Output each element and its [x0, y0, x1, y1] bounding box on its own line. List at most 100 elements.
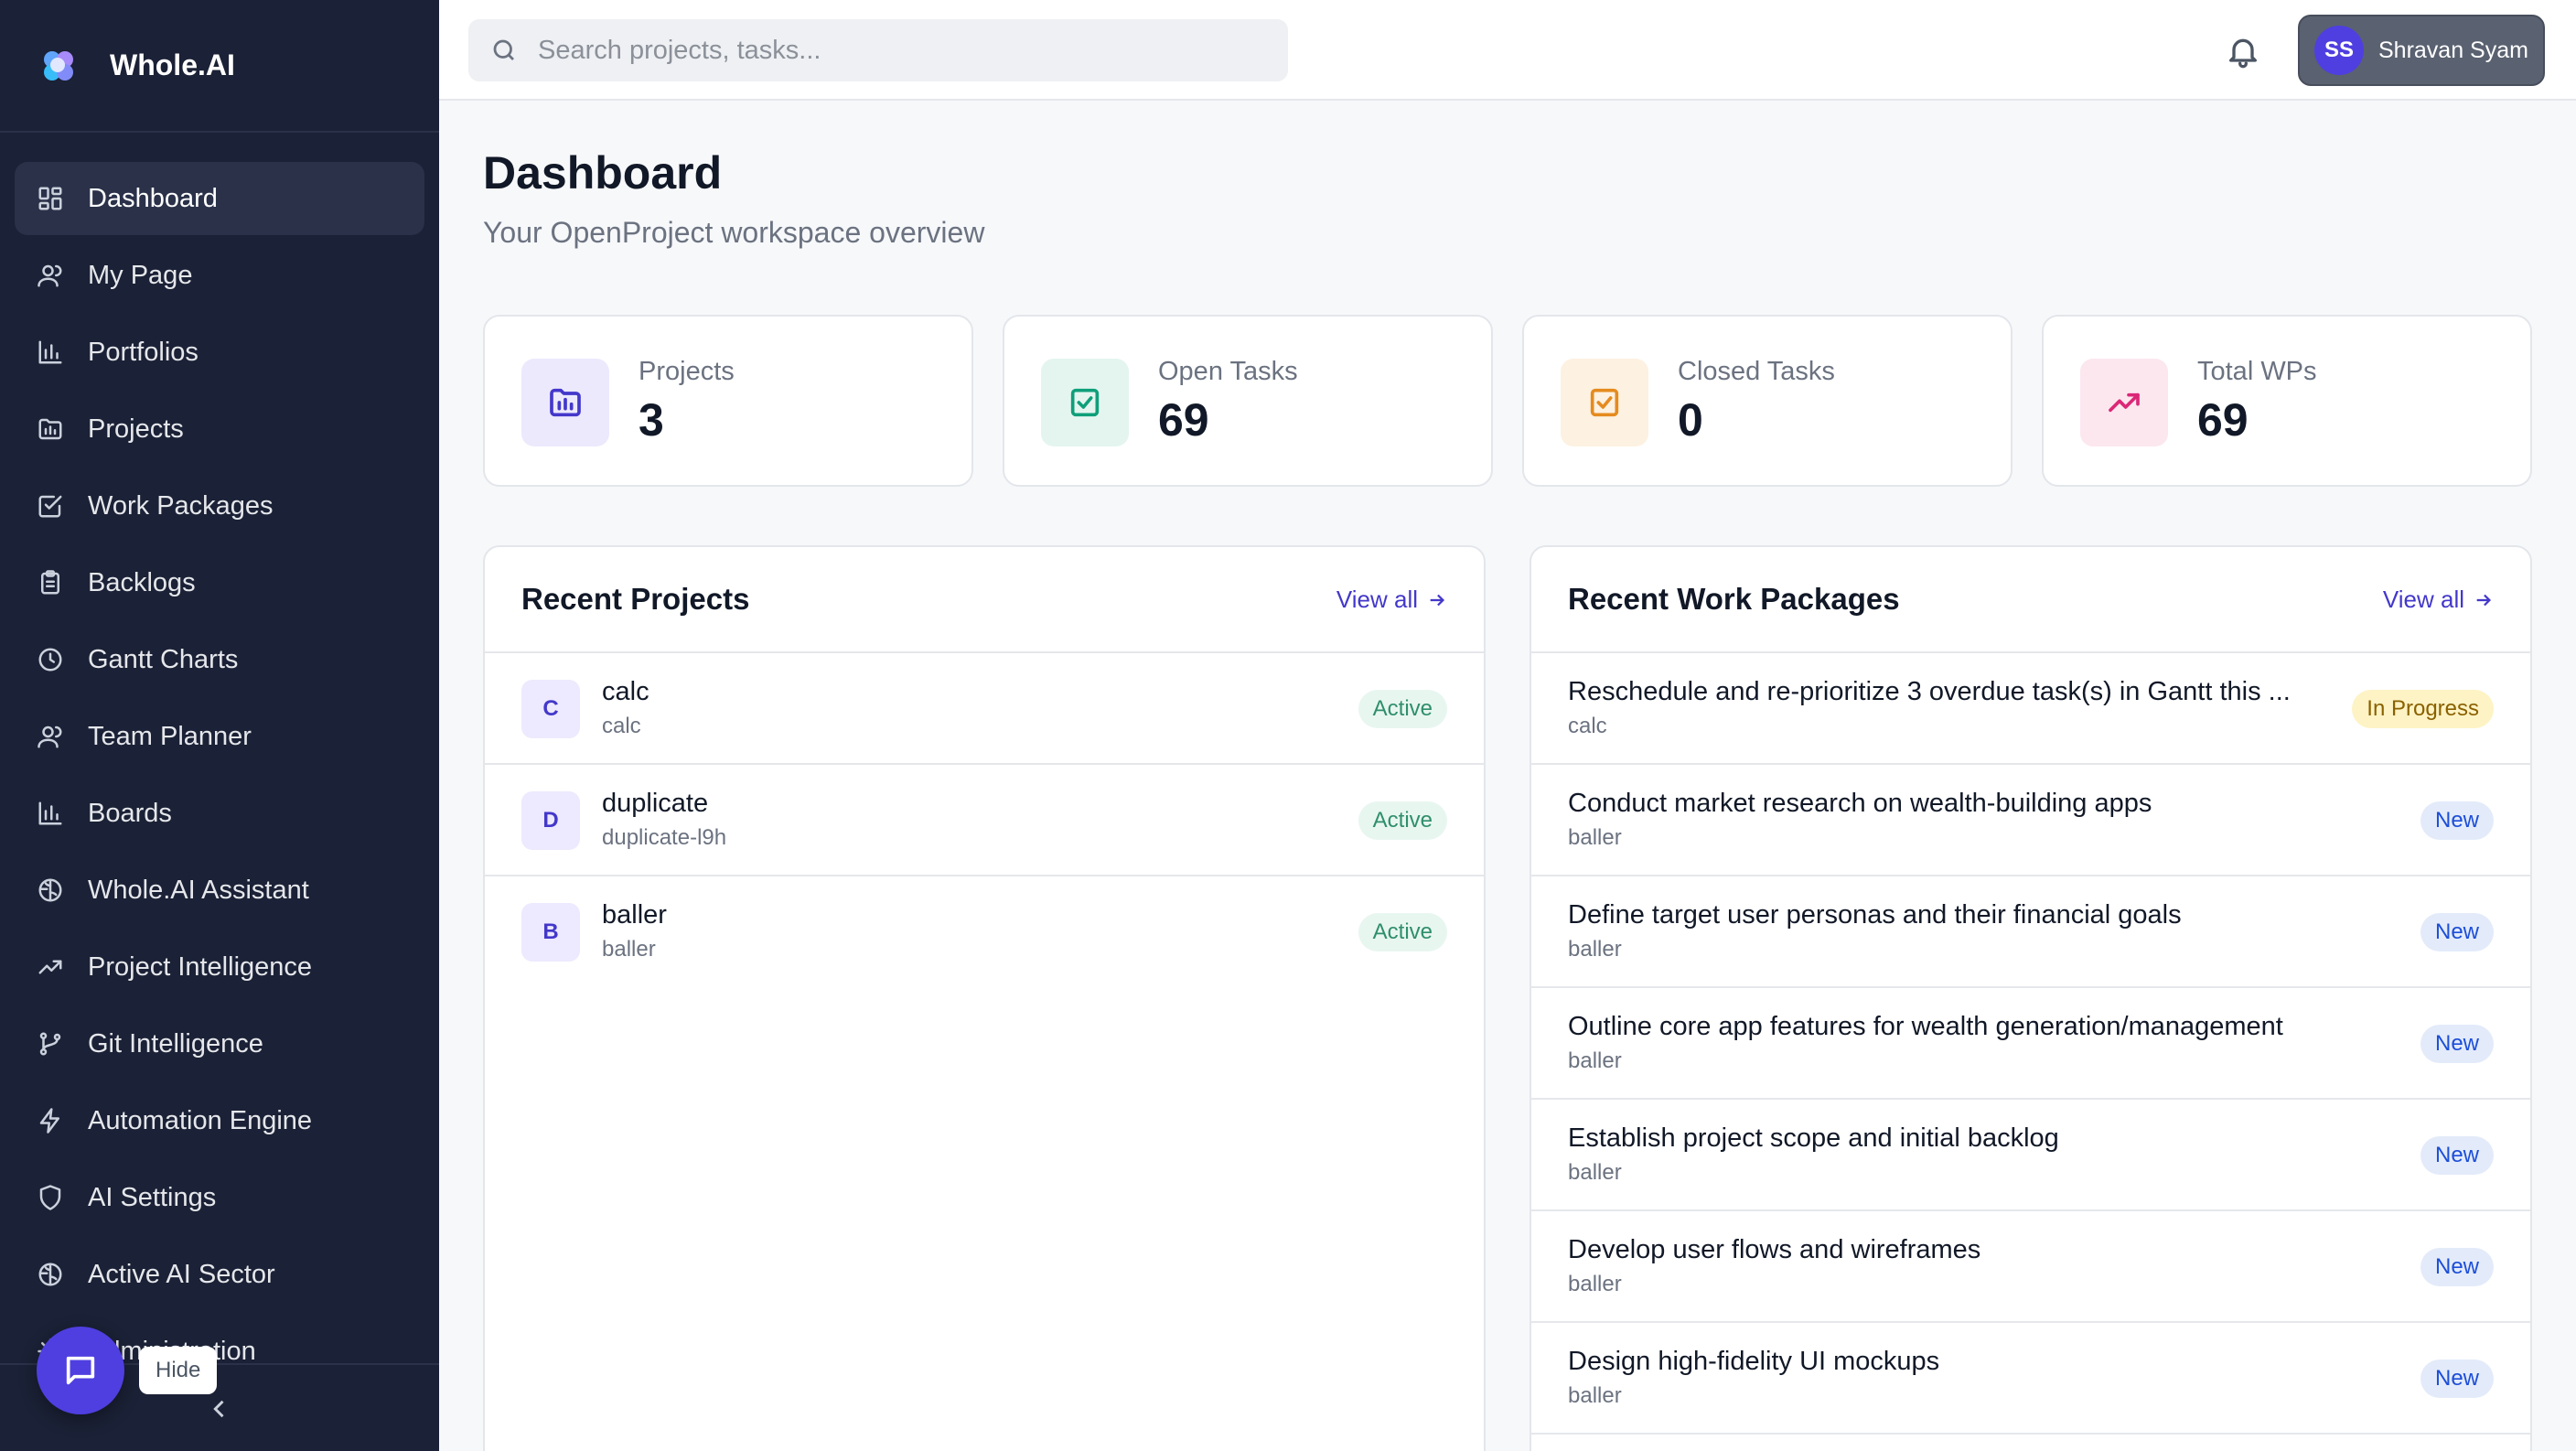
project-identifier: baller	[602, 937, 656, 962]
work-package-row[interactable]: Conduct market research on wealth-buildi…	[1531, 765, 2530, 876]
brand-logo-icon	[40, 48, 77, 84]
clipboard-icon	[37, 569, 64, 597]
stat-label: Projects	[639, 357, 735, 386]
sidebar-item-label: Boards	[88, 798, 172, 828]
status-badge: Active	[1358, 801, 1447, 840]
shield-icon	[37, 1184, 64, 1211]
search-input[interactable]	[538, 35, 1270, 66]
work-package-project: baller	[1568, 825, 1622, 850]
sidebar-item-team-planner[interactable]: Team Planner	[15, 700, 424, 773]
status-badge: New	[2420, 1025, 2494, 1063]
work-package-project: baller	[1568, 1048, 1622, 1073]
work-package-title: Outline core app features for wealth gen…	[1568, 1012, 2283, 1041]
sidebar-item-automation-engine[interactable]: Automation Engine	[15, 1084, 424, 1157]
project-avatar: B	[521, 903, 580, 962]
project-name: duplicate	[602, 789, 709, 818]
stat-value: 69	[2197, 394, 2249, 446]
project-identifier: duplicate-l9h	[602, 825, 727, 850]
sidebar-item-ai-settings[interactable]: AI Settings	[15, 1161, 424, 1234]
stat-card-projects[interactable]: Projects 3	[483, 315, 973, 487]
view-all-label: View all	[2382, 586, 2464, 613]
stat-label: Closed Tasks	[1678, 357, 1835, 386]
sidebar-item-boards[interactable]: Boards	[15, 777, 424, 850]
work-package-row[interactable]: Outline core app features for wealth gen…	[1531, 988, 2530, 1100]
check-square-icon	[1041, 359, 1129, 446]
sidebar-item-dashboard[interactable]: Dashboard	[15, 162, 424, 235]
work-package-row[interactable]: Establish project scope and initial back…	[1531, 1100, 2530, 1211]
work-package-row[interactable]: Reschedule and re-prioritize 3 overdue t…	[1531, 653, 2530, 765]
project-avatar: C	[521, 680, 580, 738]
chat-button[interactable]	[37, 1327, 124, 1414]
hide-tooltip[interactable]: Hide	[139, 1347, 218, 1394]
sidebar-item-backlogs[interactable]: Backlogs	[15, 546, 424, 619]
work-package-row[interactable]: Design high-fidelity UI mockups baller N…	[1531, 1323, 2530, 1435]
sidebar-item-my-page[interactable]: My Page	[15, 239, 424, 312]
lightning-icon	[37, 1107, 64, 1134]
work-package-title: Conduct market research on wealth-buildi…	[1568, 789, 2152, 818]
stat-card-open-tasks[interactable]: Open Tasks 69	[1003, 315, 1493, 487]
arrow-right-icon	[2476, 594, 2492, 606]
sidebar-item-portfolios[interactable]: Portfolios	[15, 316, 424, 389]
brand-name: Whole.AI	[110, 48, 235, 81]
search-bar[interactable]	[468, 19, 1288, 81]
status-badge: In Progress	[2352, 690, 2494, 728]
clock-icon	[37, 646, 64, 673]
stat-card-total-wps[interactable]: Total WPs 69	[2042, 315, 2532, 487]
status-badge: New	[2420, 1360, 2494, 1398]
trending-up-icon	[37, 953, 64, 981]
collapse-sidebar-button[interactable]	[207, 1396, 232, 1422]
brain-icon	[37, 876, 64, 904]
work-package-row[interactable]: Develop user flows and wireframes baller…	[1531, 1211, 2530, 1323]
stat-value: 0	[1678, 394, 1703, 446]
work-package-project: calc	[1568, 714, 1607, 738]
sidebar: Whole.AI Dashboard My Page Portfolios Pr…	[0, 0, 439, 1451]
check-square-icon	[1561, 359, 1648, 446]
sidebar-item-project-intelligence[interactable]: Project Intelligence	[15, 930, 424, 1004]
project-name: baller	[602, 900, 667, 930]
sidebar-item-label: AI Settings	[88, 1182, 217, 1212]
bar-chart-icon	[37, 339, 64, 366]
status-badge: New	[2420, 1136, 2494, 1175]
work-package-title: Establish project scope and initial back…	[1568, 1123, 2059, 1153]
trending-up-icon	[2080, 359, 2168, 446]
sidebar-item-label: Backlogs	[88, 567, 196, 597]
work-package-title: Define target user personas and their fi…	[1568, 900, 2182, 930]
work-package-row[interactable]: Define target user personas and their fi…	[1531, 876, 2530, 988]
sidebar-item-active-ai-sector[interactable]: Active AI Sector	[15, 1238, 424, 1311]
notifications-button[interactable]	[2225, 33, 2261, 70]
sidebar-item-label: Automation Engine	[88, 1105, 313, 1135]
work-package-title: Design high-fidelity UI mockups	[1568, 1347, 1940, 1376]
sidebar-item-gantt-charts[interactable]: Gantt Charts	[15, 623, 424, 696]
sidebar-item-label: Projects	[88, 414, 184, 444]
sidebar-item-git-intelligence[interactable]: Git Intelligence	[15, 1007, 424, 1080]
search-icon	[493, 39, 514, 60]
sidebar-item-projects[interactable]: Projects	[15, 392, 424, 466]
sidebar-item-label: Dashboard	[88, 183, 218, 213]
sidebar-item-work-packages[interactable]: Work Packages	[15, 469, 424, 543]
chevron-left-icon	[213, 1400, 224, 1418]
stat-card-closed-tasks[interactable]: Closed Tasks 0	[1522, 315, 2012, 487]
work-package-project: baller	[1568, 1160, 1622, 1185]
project-name: calc	[602, 677, 649, 706]
status-badge: New	[2420, 801, 2494, 840]
view-all-projects-link[interactable]: View all	[1336, 586, 1447, 614]
project-row[interactable]: C calc calc Active	[485, 653, 1484, 765]
view-all-work-packages-link[interactable]: View all	[2383, 586, 2494, 614]
project-identifier: calc	[602, 714, 641, 738]
project-row[interactable]: B baller baller Active	[485, 876, 1484, 988]
user-icon	[37, 262, 64, 289]
status-badge: New	[2420, 1248, 2494, 1286]
sidebar-item-whole-ai-assistant[interactable]: Whole.AI Assistant	[15, 854, 424, 927]
user-menu-button[interactable]: SS Shravan Syam	[2298, 15, 2545, 86]
dashboard-icon	[37, 185, 64, 212]
status-badge: New	[2420, 913, 2494, 951]
sidebar-item-label: Portfolios	[88, 337, 199, 367]
brand[interactable]: Whole.AI	[0, 0, 439, 133]
sidebar-item-label: Whole.AI Assistant	[88, 875, 309, 905]
arrow-right-icon	[1430, 594, 1445, 606]
panel-title: Recent Work Packages	[1568, 582, 1900, 616]
project-row[interactable]: D duplicate duplicate-l9h Active	[485, 765, 1484, 876]
sidebar-nav: Dashboard My Page Portfolios Projects Wo…	[0, 133, 439, 1388]
work-package-project: baller	[1568, 937, 1622, 962]
user-name: Shravan Syam	[2378, 37, 2528, 63]
